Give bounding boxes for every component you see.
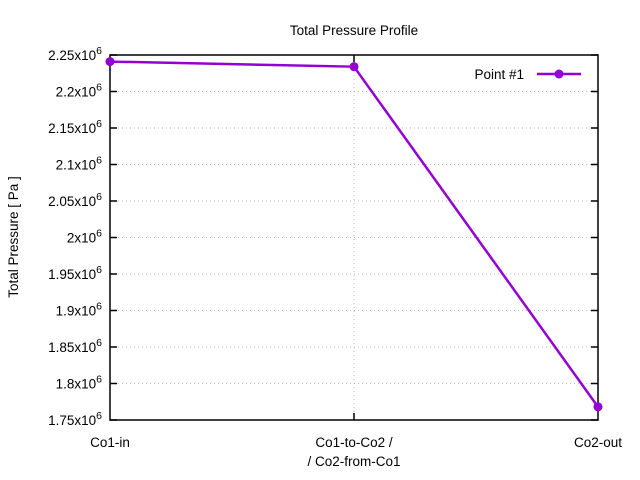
chart-title: Total Pressure Profile: [290, 23, 418, 38]
x-tick-label: Co1-to-Co2 /: [315, 435, 393, 450]
y-tick-label: 2.1x106: [56, 155, 103, 173]
series-point-marker: [349, 62, 359, 72]
y-tick-label: 2.05x106: [48, 191, 102, 209]
y-tick-label: 2x106: [67, 228, 102, 246]
x-tick-label: Co1-in: [90, 435, 130, 450]
series-point-marker: [105, 57, 115, 67]
series-point-marker: [593, 402, 603, 412]
y-tick-label: 1.95x106: [48, 264, 102, 282]
y-tick-label: 2.15x106: [48, 118, 102, 136]
y-axis-label: Total Pressure [ Pa ]: [6, 176, 21, 298]
x-tick-label: Co2-out: [574, 435, 622, 450]
y-tick-label: 2.25x106: [48, 45, 102, 63]
x-tick-label: / Co2-from-Co1: [307, 454, 400, 469]
y-tick-label: 1.9x106: [56, 301, 103, 319]
y-tick-label: 2.2x106: [56, 82, 103, 100]
y-tick-label: 1.8x106: [56, 374, 103, 392]
y-tick-label: 1.85x106: [48, 337, 102, 355]
y-tick-label: 1.75x106: [48, 410, 102, 428]
legend-label: Point #1: [474, 67, 524, 82]
legend-marker: [554, 69, 564, 79]
